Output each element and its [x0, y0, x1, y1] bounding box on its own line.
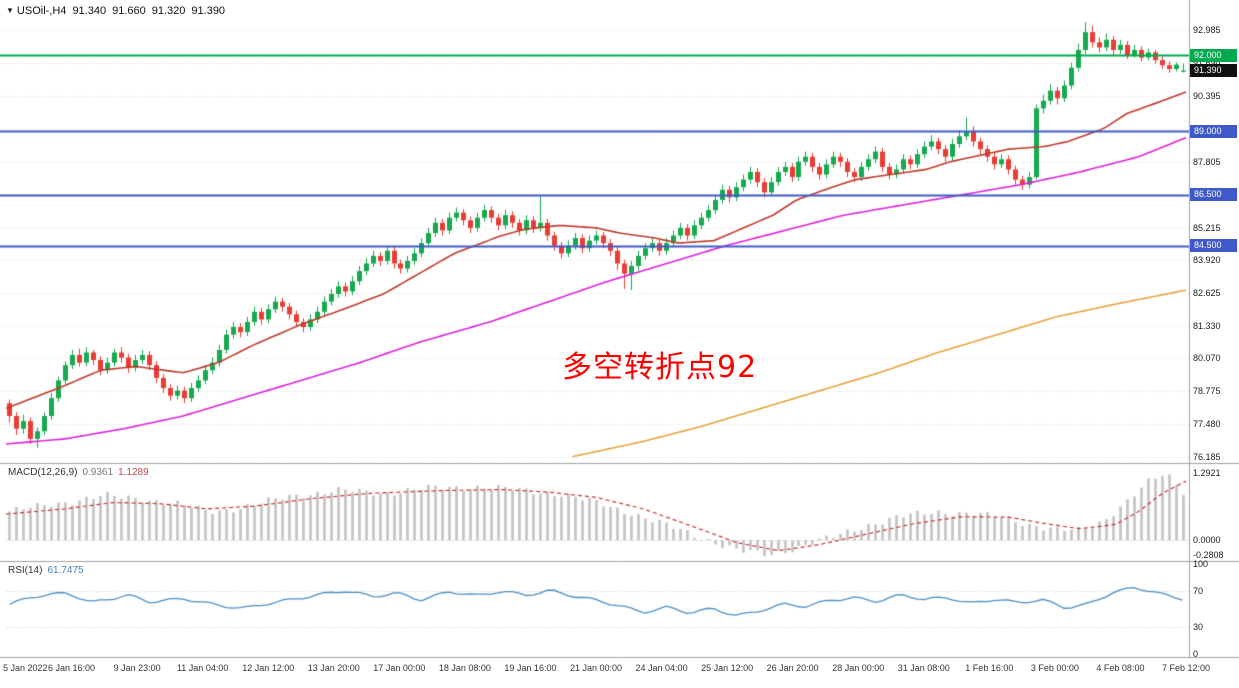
- symbol-timeframe: USOil-,H4: [16, 5, 67, 17]
- ohlc-high: 91.660: [112, 5, 146, 17]
- ohlc-low: 91.320: [151, 5, 186, 17]
- macd-name: MACD(12,26,9): [8, 467, 78, 478]
- time-label[interactable]: 13 Jan 20:00: [307, 663, 360, 673]
- price-tick: 91.690: [1193, 57, 1221, 68]
- time-label[interactable]: 31 Jan 08:00: [897, 663, 950, 673]
- ohlc-close: 91.390: [191, 5, 226, 17]
- macd-signal-value: 1.1289: [118, 467, 149, 478]
- time-label[interactable]: 19 Jan 16:00: [504, 663, 557, 673]
- price-badge: 89.000: [1190, 124, 1237, 138]
- time-label[interactable]: 5 Jan 2022: [3, 663, 48, 673]
- price-tick: 78.775: [1193, 386, 1221, 397]
- annotation-text: 多空转折点92: [562, 350, 758, 385]
- price-tick: 81.330: [1193, 321, 1221, 332]
- rsi-label: RSI(14) 61.7475: [8, 565, 89, 576]
- rsi-tick: 30: [1193, 622, 1204, 632]
- price-tick: 76.185: [1193, 452, 1221, 463]
- macd-main-value: 0.9361: [82, 467, 114, 478]
- price-tick: 92.985: [1193, 25, 1221, 35]
- macd-tick: -0.2808: [1193, 549, 1224, 560]
- time-label[interactable]: 6 Jan 16:00: [48, 663, 96, 673]
- time-label[interactable]: 11 Jan 04:00: [176, 663, 229, 673]
- price-tick: 85.215: [1193, 222, 1221, 233]
- price-tick: 82.625: [1193, 288, 1221, 299]
- time-label[interactable]: 28 Jan 00:00: [832, 663, 885, 673]
- macd-tick: 0.0000: [1193, 535, 1221, 546]
- rsi-tick: 0: [1193, 649, 1199, 659]
- current-price-badge: 91.390: [1190, 64, 1237, 78]
- time-label[interactable]: 1 Feb 16:00: [965, 663, 1014, 673]
- price-tick: 80.070: [1193, 353, 1221, 364]
- chevron-down-icon[interactable]: ▼: [6, 6, 14, 15]
- time-label[interactable]: 21 Jan 00:00: [569, 663, 623, 673]
- price-tick: 83.920: [1193, 255, 1221, 266]
- time-label[interactable]: 24 Jan 04:00: [635, 663, 688, 673]
- time-label[interactable]: 25 Jan 12:00: [701, 663, 754, 673]
- time-label[interactable]: 7 Feb 12:00: [1161, 663, 1211, 673]
- rsi-name: RSI(14): [8, 565, 43, 576]
- price-badge: 86.500: [1190, 188, 1237, 202]
- price-tick: 77.480: [1193, 419, 1221, 430]
- ohlc-open: 91.340: [72, 5, 107, 17]
- macd-tick: 1.2921: [1193, 467, 1221, 478]
- price-tick: 87.805: [1193, 156, 1221, 167]
- rsi-tick: 70: [1193, 586, 1204, 596]
- symbol-info: ▼ USOil-,H4 91.340 91.660 91.320 91.390: [6, 5, 231, 17]
- time-label[interactable]: 9 Jan 23:00: [113, 663, 161, 673]
- time-label[interactable]: 12 Jan 12:00: [242, 663, 295, 673]
- time-label[interactable]: 18 Jan 08:00: [438, 663, 491, 673]
- time-label[interactable]: 26 Jan 20:00: [766, 663, 819, 673]
- rsi-value: 61.7475: [47, 565, 84, 576]
- time-label[interactable]: 17 Jan 00:00: [373, 663, 426, 673]
- time-label[interactable]: 3 Feb 00:00: [1030, 663, 1079, 673]
- price-tick: 90.395: [1193, 90, 1221, 101]
- price-badge: 92.000: [1190, 48, 1237, 62]
- rsi-tick: 100: [1193, 559, 1209, 569]
- macd-label: MACD(12,26,9) 0.9361 1.1289: [8, 467, 154, 478]
- time-label[interactable]: 4 Feb 08:00: [1096, 663, 1145, 673]
- price-badge: 84.500: [1190, 239, 1237, 253]
